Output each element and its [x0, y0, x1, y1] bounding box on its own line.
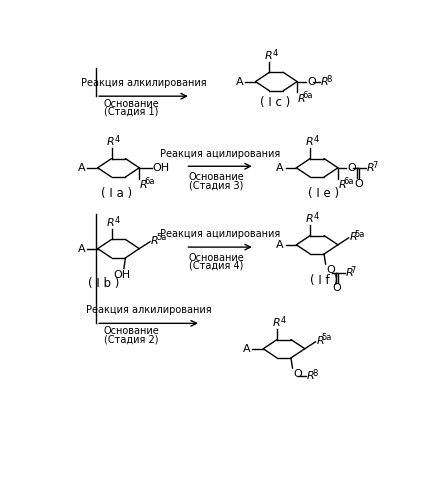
Text: R: R	[272, 318, 280, 328]
Text: ( I c ): ( I c )	[260, 96, 291, 109]
Text: Основание: Основание	[104, 100, 160, 110]
Text: (Стадия 4): (Стадия 4)	[189, 261, 243, 271]
Text: R: R	[140, 180, 148, 190]
Text: 6a: 6a	[303, 91, 313, 100]
Text: ( I e ): ( I e )	[308, 186, 340, 200]
Text: O: O	[293, 369, 302, 379]
Text: 5a: 5a	[156, 234, 167, 242]
Text: 4: 4	[313, 135, 319, 144]
Text: ( I a ): ( I a )	[101, 186, 132, 200]
Text: 7: 7	[372, 161, 377, 170]
Text: 4: 4	[115, 135, 120, 144]
Text: 4: 4	[313, 212, 319, 221]
Text: (Стадия 1): (Стадия 1)	[104, 107, 158, 117]
Text: R: R	[316, 336, 324, 346]
Text: (Стадия 2): (Стадия 2)	[104, 334, 158, 344]
Text: 4: 4	[272, 48, 278, 58]
Text: O: O	[326, 265, 335, 275]
Text: R: R	[265, 51, 272, 61]
Text: R: R	[339, 180, 346, 190]
Text: R: R	[346, 268, 353, 278]
Text: A: A	[78, 163, 85, 173]
Text: (Стадия 3): (Стадия 3)	[189, 180, 243, 190]
Text: 7: 7	[350, 266, 356, 276]
Text: 4: 4	[115, 216, 120, 225]
Text: A: A	[243, 344, 251, 354]
Text: OH: OH	[113, 270, 130, 280]
Text: R: R	[107, 137, 115, 147]
Text: R: R	[307, 370, 315, 380]
Text: 5a: 5a	[322, 334, 332, 342]
Text: R: R	[305, 137, 313, 147]
Text: Реакция алкилирования: Реакция алкилирования	[81, 78, 206, 88]
Text: OH: OH	[152, 163, 169, 173]
Text: R: R	[349, 232, 357, 242]
Text: R: R	[151, 236, 158, 246]
Text: Основание: Основание	[188, 172, 244, 182]
Text: R: R	[321, 76, 329, 86]
Text: Реакция ацилирования: Реакция ацилирования	[160, 230, 280, 239]
Text: Основание: Основание	[104, 326, 160, 336]
Text: R: R	[305, 214, 313, 224]
Text: O: O	[332, 284, 341, 294]
Text: 6a: 6a	[343, 177, 354, 186]
Text: O: O	[354, 178, 363, 188]
Text: 6a: 6a	[145, 177, 155, 186]
Text: 8: 8	[312, 369, 318, 378]
Text: R: R	[298, 94, 306, 104]
Text: Реакция ацилирования: Реакция ацилирования	[160, 148, 280, 158]
Text: A: A	[276, 163, 284, 173]
Text: Реакция алкилирования: Реакция алкилирования	[86, 305, 211, 315]
Text: ( I b ): ( I b )	[88, 277, 120, 290]
Text: A: A	[276, 240, 284, 250]
Text: R: R	[107, 218, 115, 228]
Text: ( I f ): ( I f )	[310, 274, 338, 287]
Text: Основание: Основание	[188, 254, 244, 264]
Text: 5a: 5a	[355, 230, 365, 238]
Text: A: A	[78, 244, 85, 254]
Text: O: O	[307, 76, 316, 86]
Text: O: O	[347, 163, 356, 173]
Text: 4: 4	[280, 316, 286, 325]
Text: A: A	[235, 76, 243, 86]
Text: 8: 8	[326, 74, 332, 84]
Text: R: R	[367, 163, 375, 173]
